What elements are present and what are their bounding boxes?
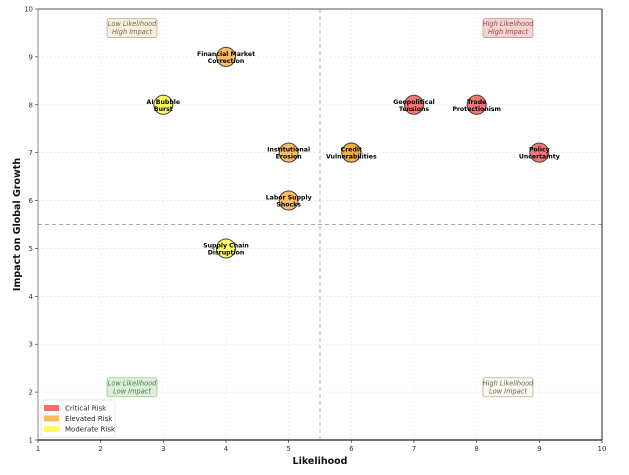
quadrant-label-text: High Likelihood [483,20,535,28]
x-tick-label: 6 [349,445,354,453]
y-tick-label: 5 [29,245,33,253]
risk-point-label: Trade [467,99,486,106]
risk-bubble [216,238,236,259]
legend-label: Elevated Risk [65,415,113,423]
y-tick-label: 9 [29,53,33,61]
y-tick-label: 7 [29,149,33,157]
risk-bubble [404,94,424,115]
legend-entry: Moderate Risk [44,426,116,434]
risk-point-label: Disruption [208,249,245,256]
risk-point-label: Tensions [399,106,429,113]
risk-bubble [278,190,299,211]
risk-point-label: Correction [208,58,245,65]
risk-point-label: Institutional [267,147,310,154]
y-tick-label: 8 [29,101,33,109]
y-tick-label: 10 [24,6,33,14]
quadrant-label-text: Low Impact [489,387,527,395]
risk-point-label: Financial Market [197,51,255,58]
axes: 1 2 3 4 5 6 7 8 9 10 1 2 3 4 5 6 7 8 9 10 [24,6,606,454]
x-tick-label: 2 [98,445,102,453]
risk-bubble [153,94,174,115]
quadrant-label-box [106,18,158,39]
x-tick-label: 5 [286,445,290,453]
quadrant-label-text: Low Likelihood [108,379,157,387]
legend: Critical Risk Elevated Risk Moderate Risk [40,399,116,438]
legend-box [40,399,116,438]
risk-point-label: Supply Chain [203,242,249,249]
legend-swatch [44,405,59,411]
quadrant-label-text: Low Likelihood [108,20,157,28]
risk-point-label: Uncertainty [519,154,560,161]
x-tick-label: 1 [36,445,40,453]
risk-bubble [341,142,362,163]
y-tick-label: 1 [29,437,33,445]
legend-swatch [44,426,59,432]
risk-point-label: AI Bubble [147,99,181,106]
x-tick-label: 3 [161,445,165,453]
risk-point-label: Policy [529,147,550,154]
risk-bubble [529,142,550,163]
threshold-lines [38,9,602,440]
legend-swatch [44,415,59,422]
x-tick-label: 4 [224,445,229,453]
legend-entry: Critical Risk [44,405,107,413]
y-tick-label: 6 [29,197,34,205]
risk-point-label: Burst [154,106,173,113]
quadrant-label-text: High Impact [112,28,152,36]
quadrant-label-text: Low Impact [113,387,151,395]
legend-entry: Elevated Risk [44,415,113,423]
quadrant-label-box [106,377,158,398]
x-tick-label: 9 [537,445,541,453]
risk-point-label: Shocks [276,202,301,209]
risk-point-label: Vulnerabilities [326,154,377,161]
risk-point-label: Erosion [276,154,302,161]
y-tick-label: 2 [29,389,33,397]
quadrant-label-text: High Impact [488,28,528,36]
y-tick-label: 3 [29,341,33,349]
quadrant-label-text: High Likelihood [483,379,535,387]
legend-label: Moderate Risk [65,426,116,434]
risk-point-label: Geopolitical [393,99,435,106]
risk-point-label: Credit [341,147,362,154]
risk-point-label: Labor Supply [266,195,312,202]
legend-label: Critical Risk [65,405,107,413]
quadrant-label-box [482,377,534,398]
y-tick-label: 4 [29,293,34,301]
quadrant-label-box [482,18,534,39]
risk-bubble [278,142,299,163]
y-axis-title: Impact on Global Growth [12,158,23,291]
risk-bubble [466,94,487,115]
risk-point-label: Protectionism [452,106,501,113]
x-axis-title: Likelihood [293,456,348,467]
risk-bubble [216,46,236,67]
x-tick-label: 8 [474,445,478,453]
x-tick-label: 10 [598,445,607,453]
x-tick-label: 7 [412,445,416,453]
